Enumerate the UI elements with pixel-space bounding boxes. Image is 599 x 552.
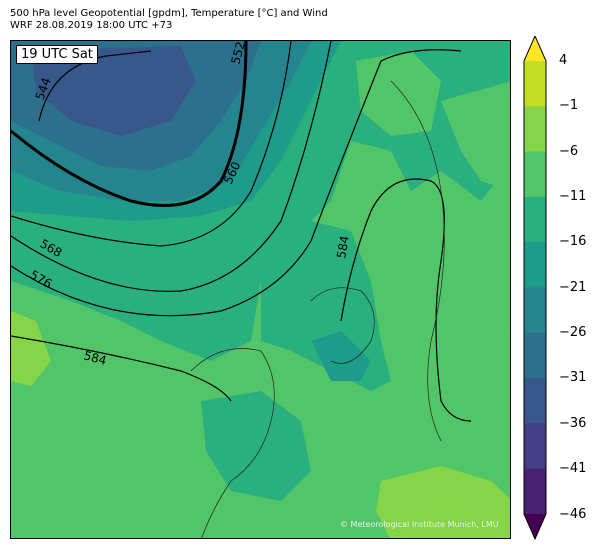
colorbar-segment bbox=[524, 332, 546, 379]
colorbar-tick-label: −1 bbox=[559, 98, 579, 113]
contour-576 bbox=[11, 49, 462, 317]
contour-568 bbox=[11, 41, 332, 292]
colorbar-segment bbox=[524, 196, 546, 243]
coastline-west bbox=[190, 348, 275, 538]
colorbar-tick-label: −11 bbox=[559, 189, 587, 204]
colorbar-segment bbox=[524, 378, 546, 424]
colorbar-segment bbox=[524, 242, 546, 288]
colorbar-tick-label: −26 bbox=[559, 325, 587, 340]
contour-label-552: 552 bbox=[228, 41, 247, 66]
colorbar-segment bbox=[524, 423, 546, 470]
valid-time-label: 19 UTC Sat bbox=[16, 45, 98, 64]
temperature-patch-southeast bbox=[376, 466, 510, 538]
contour-560 bbox=[11, 41, 292, 247]
border-east bbox=[390, 80, 445, 442]
colorbar-tick-label: −41 bbox=[559, 461, 587, 476]
colorbar-segment bbox=[524, 514, 546, 539]
temperature-patch-west bbox=[11, 311, 51, 386]
contour-label-584-west: 584 bbox=[82, 348, 108, 367]
colorbar-tick-label: −21 bbox=[559, 280, 587, 295]
colorbar-tick-label: 4 bbox=[559, 53, 568, 68]
temperature-patch-iberia bbox=[201, 391, 311, 501]
contour-544 bbox=[38, 50, 152, 122]
colorbar-segments bbox=[523, 36, 547, 540]
colorbar-tick-label: −46 bbox=[559, 507, 587, 522]
colorbar-tick-label: −31 bbox=[559, 370, 587, 385]
colorbar-segment bbox=[524, 468, 546, 515]
colorbar-segment bbox=[524, 61, 546, 107]
temperature-map: 544 552 560 568 576 584 584 bbox=[11, 41, 510, 538]
colorbar-tick-label: −6 bbox=[559, 144, 579, 159]
temperature-patch-east bbox=[441, 81, 510, 191]
coastline-central bbox=[310, 287, 375, 364]
temperature-colorbar bbox=[523, 36, 547, 540]
colorbar-tick-label: −16 bbox=[559, 234, 587, 249]
contour-584 bbox=[11, 178, 472, 422]
temperature-patch-balkan bbox=[311, 331, 371, 381]
colorbar-segment bbox=[524, 36, 546, 61]
copyright-notice: © Meteorological Institute Munich, LMU bbox=[340, 520, 499, 529]
contour-552 bbox=[11, 41, 248, 207]
colorbar-segment bbox=[524, 106, 546, 153]
map-title-line1: 500 hPa level Geopotential [gpdm], Tempe… bbox=[10, 8, 328, 19]
colorbar-segment bbox=[524, 151, 546, 198]
temperature-patch-ne bbox=[356, 51, 441, 136]
colorbar-segment bbox=[524, 287, 546, 334]
colorbar-tick-label: −36 bbox=[559, 416, 587, 431]
map-title-line2: WRF 28.08.2019 18:00 UTC +73 bbox=[10, 20, 173, 31]
map-panel: 544 552 560 568 576 584 584 bbox=[10, 40, 511, 539]
colorbar-outline bbox=[523, 36, 547, 540]
contour-label-584-east: 584 bbox=[334, 235, 352, 260]
